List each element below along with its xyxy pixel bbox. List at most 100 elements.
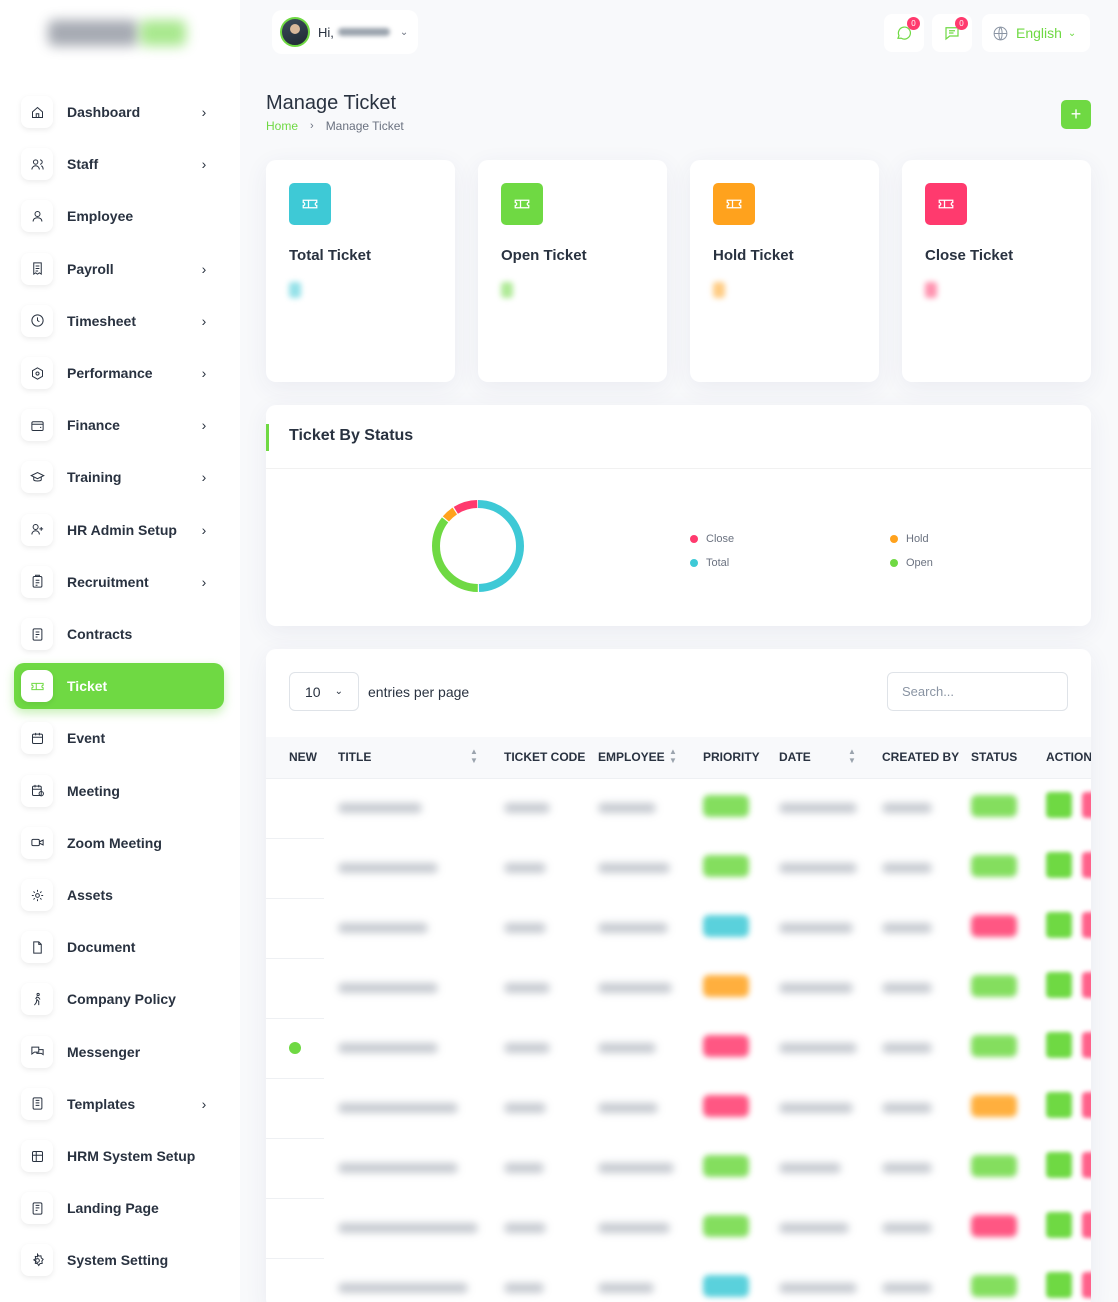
per-page-select[interactable]: 10 ⌄	[289, 672, 359, 711]
sidebar-item-document[interactable]: Document	[14, 924, 224, 970]
table-row[interactable]	[266, 899, 1091, 959]
sidebar-item-timesheet[interactable]: Timesheet ›	[14, 298, 224, 344]
title-cell-redacted[interactable]	[338, 1163, 458, 1173]
table-row[interactable]	[266, 1139, 1091, 1199]
edit-button[interactable]	[1046, 1152, 1072, 1178]
column-header-priority[interactable]: PRIORITY	[703, 750, 760, 764]
stat-value-redacted	[289, 282, 301, 298]
sort-icon[interactable]: ▲ ▼	[669, 747, 677, 765]
edit-button[interactable]	[1046, 1092, 1072, 1118]
column-header-title[interactable]: TITLE	[338, 750, 372, 764]
title-cell-redacted[interactable]	[338, 1283, 468, 1293]
delete-button[interactable]	[1082, 852, 1091, 878]
column-header-date[interactable]: DATE	[779, 750, 811, 764]
priority-badge	[703, 915, 749, 937]
delete-button[interactable]	[1082, 1032, 1091, 1058]
delete-button[interactable]	[1082, 1212, 1091, 1238]
sidebar-item-zoom-meeting[interactable]: Zoom Meeting	[14, 820, 224, 866]
column-header-ticket-code[interactable]: TICKET CODE	[504, 750, 586, 764]
search-input[interactable]	[887, 672, 1068, 711]
table-row[interactable]	[266, 959, 1091, 1019]
delete-button[interactable]	[1082, 1152, 1091, 1178]
row-divider	[266, 1138, 324, 1139]
title-cell-redacted[interactable]	[338, 1223, 478, 1233]
legend-item-close[interactable]: Close	[690, 533, 734, 545]
delete-button[interactable]	[1082, 912, 1091, 938]
column-header-status[interactable]: STATUS	[971, 750, 1018, 764]
sidebar-item-recruitment[interactable]: Recruitment ›	[14, 559, 224, 605]
delete-button[interactable]	[1082, 792, 1091, 818]
sidebar-item-label: Timesheet	[67, 312, 136, 329]
legend-item-total[interactable]: Total	[690, 557, 729, 569]
edit-button[interactable]	[1046, 792, 1072, 818]
logo[interactable]	[48, 14, 188, 54]
video-icon	[21, 826, 53, 859]
edit-button[interactable]	[1046, 1212, 1072, 1238]
ticket-code-cell-redacted	[504, 983, 550, 993]
sort-icon[interactable]: ▲ ▼	[848, 747, 856, 765]
sidebar-item-messenger[interactable]: Messenger	[14, 1029, 224, 1075]
stat-value-redacted	[713, 282, 725, 298]
sidebar-item-contracts[interactable]: Contracts	[14, 611, 224, 657]
legend-item-hold[interactable]: Hold	[890, 533, 929, 545]
delete-button[interactable]	[1082, 972, 1091, 998]
title-cell-redacted[interactable]	[338, 983, 438, 993]
date-cell-redacted	[779, 1223, 849, 1233]
edit-button[interactable]	[1046, 972, 1072, 998]
sidebar-item-hrm-system-setup[interactable]: HRM System Setup	[14, 1133, 224, 1179]
sidebar-item-event[interactable]: Event	[14, 715, 224, 761]
table-row[interactable]	[266, 1259, 1091, 1302]
table-row[interactable]	[266, 1199, 1091, 1259]
sidebar-item-meeting[interactable]: Meeting	[14, 768, 224, 814]
sidebar-item-hr-admin-setup[interactable]: HR Admin Setup ›	[14, 507, 224, 553]
delete-button[interactable]	[1082, 1272, 1091, 1298]
donut-segment-total[interactable]	[432, 500, 524, 592]
column-header-new[interactable]: NEW	[289, 750, 317, 764]
sidebar-item-assets[interactable]: Assets	[14, 872, 224, 918]
title-cell-redacted[interactable]	[338, 1103, 458, 1113]
status-badge	[971, 975, 1017, 997]
new-indicator-dot	[289, 1042, 301, 1054]
stat-label: Open Ticket	[501, 247, 587, 264]
user-menu[interactable]: Hi, ⌄	[272, 10, 418, 54]
title-cell-redacted[interactable]	[338, 863, 438, 873]
table-row[interactable]	[266, 1019, 1091, 1079]
sidebar-item-payroll[interactable]: Payroll ›	[14, 246, 224, 292]
column-header-created-by[interactable]: CREATED BY	[882, 750, 960, 764]
edit-button[interactable]	[1046, 852, 1072, 878]
edit-button[interactable]	[1046, 912, 1072, 938]
sidebar-item-templates[interactable]: Templates ›	[14, 1081, 224, 1127]
sidebar-item-finance[interactable]: Finance ›	[14, 402, 224, 448]
sidebar-item-ticket[interactable]: Ticket	[14, 663, 224, 710]
title-cell-redacted[interactable]	[338, 803, 422, 813]
status-donut-chart[interactable]	[430, 498, 526, 594]
sidebar-item-employee[interactable]: Employee	[14, 193, 224, 239]
stat-card-total-ticket: Total Ticket	[266, 160, 455, 382]
legend-item-open[interactable]: Open	[890, 557, 933, 569]
sort-icon[interactable]: ▲ ▼	[470, 747, 478, 765]
sidebar-item-staff[interactable]: Staff ›	[14, 141, 224, 187]
sidebar-item-training[interactable]: Training ›	[14, 454, 224, 500]
add-ticket-button[interactable]: +	[1061, 100, 1091, 129]
donut-segment-open[interactable]	[432, 500, 524, 592]
edit-button[interactable]	[1046, 1032, 1072, 1058]
table-row[interactable]	[266, 779, 1091, 839]
table-row[interactable]	[266, 839, 1091, 899]
language-selector[interactable]: English ⌄	[982, 14, 1090, 52]
sidebar-item-performance[interactable]: Performance ›	[14, 350, 224, 396]
sidebar-item-system-setting[interactable]: System Setting	[14, 1237, 224, 1283]
column-header-employee[interactable]: EMPLOYEE	[598, 750, 665, 764]
priority-badge	[703, 975, 749, 997]
sidebar-item-dashboard[interactable]: Dashboard ›	[14, 89, 224, 135]
ticket-icon	[289, 183, 331, 225]
messages-button[interactable]: 0	[884, 14, 924, 52]
breadcrumb-home[interactable]: Home	[266, 119, 299, 133]
sidebar-item-company-policy[interactable]: Company Policy	[14, 976, 224, 1022]
title-cell-redacted[interactable]	[338, 1043, 438, 1053]
chat-button[interactable]: 0	[932, 14, 972, 52]
table-row[interactable]	[266, 1079, 1091, 1139]
sidebar-item-landing-page[interactable]: Landing Page	[14, 1185, 224, 1231]
delete-button[interactable]	[1082, 1092, 1091, 1118]
title-cell-redacted[interactable]	[338, 923, 428, 933]
edit-button[interactable]	[1046, 1272, 1072, 1298]
